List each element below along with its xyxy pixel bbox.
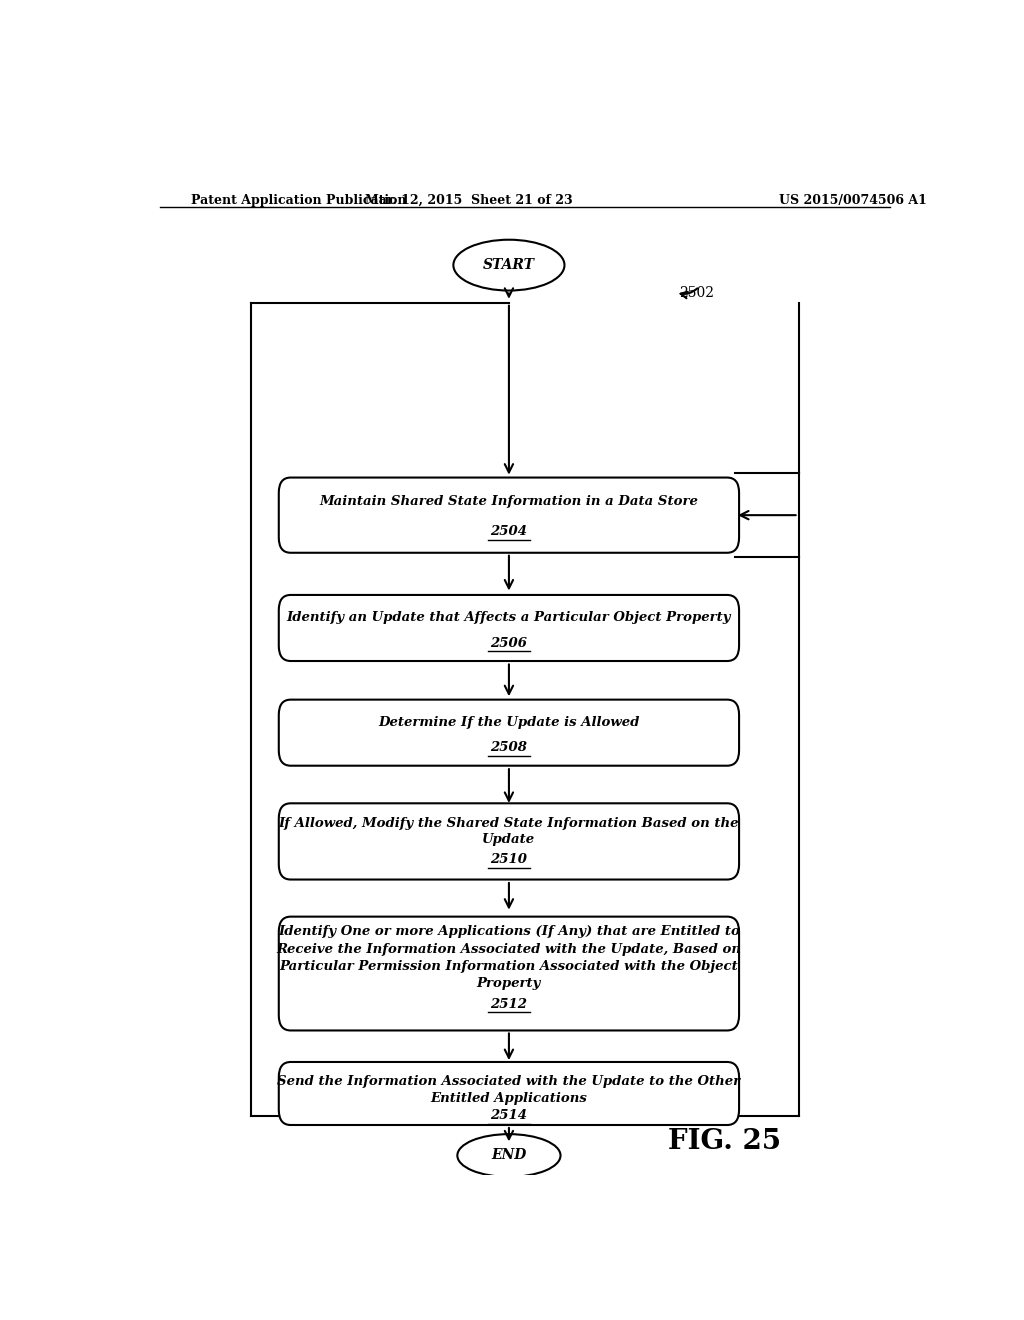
Text: Receive the Information Associated with the Update, Based on: Receive the Information Associated with … xyxy=(276,942,741,956)
Text: Update: Update xyxy=(482,833,536,846)
Text: Patent Application Publication: Patent Application Publication xyxy=(191,194,407,207)
Text: 2512: 2512 xyxy=(490,998,527,1011)
FancyBboxPatch shape xyxy=(279,478,739,553)
Text: If Allowed, Modify the Shared State Information Based on the: If Allowed, Modify the Shared State Info… xyxy=(279,817,739,830)
Text: 2514: 2514 xyxy=(490,1109,527,1122)
Text: 2508: 2508 xyxy=(490,742,527,755)
Text: Send the Information Associated with the Update to the Other: Send the Information Associated with the… xyxy=(278,1074,740,1088)
Text: Identify One or more Applications (If Any) that are Entitled to: Identify One or more Applications (If An… xyxy=(278,925,740,939)
Text: END: END xyxy=(492,1148,526,1163)
Text: US 2015/0074506 A1: US 2015/0074506 A1 xyxy=(778,194,927,207)
Text: START: START xyxy=(483,259,535,272)
Text: 2510: 2510 xyxy=(490,853,527,866)
Text: Property: Property xyxy=(477,977,541,990)
Text: Identify an Update that Affects a Particular Object Property: Identify an Update that Affects a Partic… xyxy=(287,611,731,624)
Text: 2504: 2504 xyxy=(490,525,527,539)
FancyBboxPatch shape xyxy=(279,1063,739,1125)
Text: Determine If the Update is Allowed: Determine If the Update is Allowed xyxy=(378,715,640,729)
Text: Maintain Shared State Information in a Data Store: Maintain Shared State Information in a D… xyxy=(319,495,698,508)
FancyBboxPatch shape xyxy=(279,916,739,1031)
Text: Mar. 12, 2015  Sheet 21 of 23: Mar. 12, 2015 Sheet 21 of 23 xyxy=(366,194,573,207)
Ellipse shape xyxy=(454,240,564,290)
FancyBboxPatch shape xyxy=(279,595,739,661)
Text: Entitled Applications: Entitled Applications xyxy=(430,1092,588,1105)
Text: FIG. 25: FIG. 25 xyxy=(668,1127,780,1155)
Ellipse shape xyxy=(458,1134,560,1177)
Text: 2506: 2506 xyxy=(490,636,527,649)
Text: Particular Permission Information Associated with the Object: Particular Permission Information Associ… xyxy=(280,960,738,973)
Text: 2502: 2502 xyxy=(680,285,715,300)
FancyBboxPatch shape xyxy=(279,700,739,766)
FancyBboxPatch shape xyxy=(279,804,739,879)
